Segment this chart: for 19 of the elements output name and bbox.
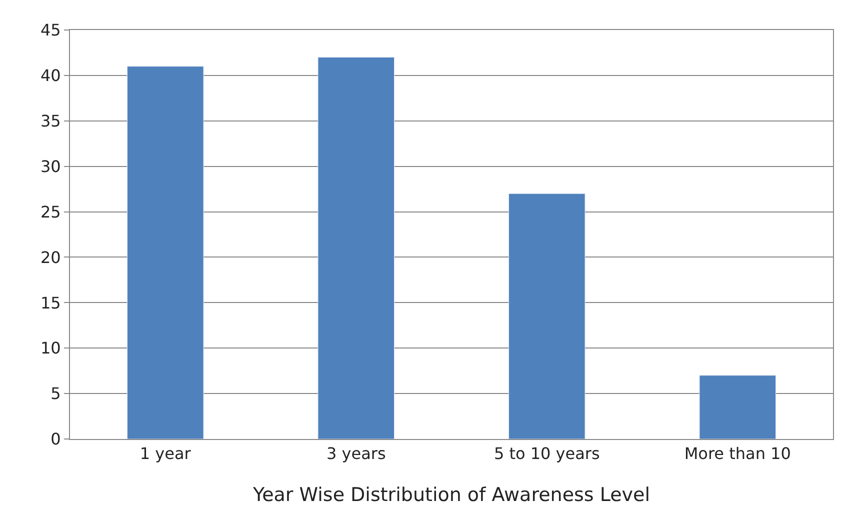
x-tick-label: 1 year	[140, 444, 192, 464]
y-tick-label: 5	[50, 384, 61, 404]
bar	[318, 57, 395, 439]
y-tick-label: 20	[40, 248, 61, 267]
bar	[699, 375, 776, 439]
bar	[126, 66, 204, 439]
y-tick-label: 0	[50, 430, 61, 449]
y-tick-label: 45	[40, 20, 61, 40]
y-tick-label: 25	[40, 202, 61, 222]
x-tick-label: 5 to 10 years	[494, 444, 600, 464]
y-tick-label: 35	[40, 111, 61, 130]
y-tick-label: 40	[40, 66, 61, 86]
y-tick-label: 10	[40, 338, 61, 358]
y-tick-label: 30	[40, 156, 61, 176]
x-tick-label: 3 years	[326, 444, 386, 464]
x-tick-label: More than 10	[684, 444, 791, 464]
x-axis-title: Year Wise Distribution of Awareness Level	[252, 484, 650, 506]
y-tick-label: 15	[40, 293, 61, 312]
bar	[508, 193, 586, 439]
